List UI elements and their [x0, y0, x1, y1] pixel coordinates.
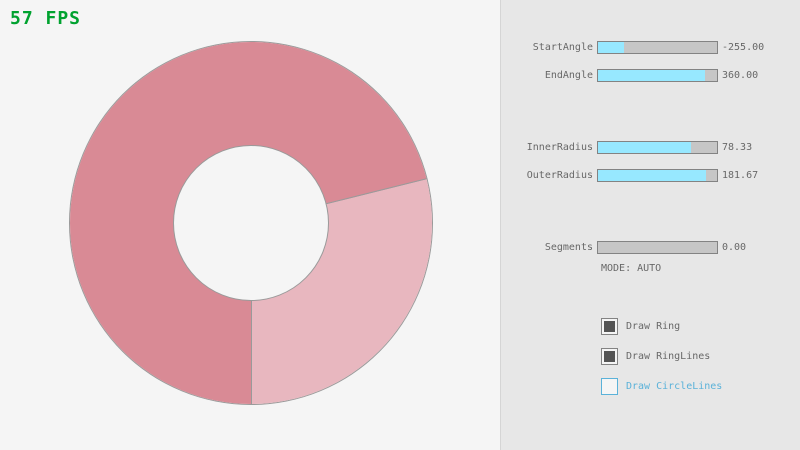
checkbox-box[interactable] [601, 378, 618, 395]
slider-track[interactable] [597, 241, 718, 254]
slider-label: OuterRadius [526, 170, 593, 181]
slider-value: 181.67 [722, 170, 759, 181]
checkbox-label: Draw RingLines [626, 351, 711, 362]
slider-track[interactable] [597, 169, 718, 182]
checkbox-label: Draw CircleLines [626, 381, 723, 392]
slider-value: 78.33 [722, 142, 753, 153]
mode-indicator: MODE: AUTO [601, 263, 662, 274]
checkbox-draw-circlelines[interactable]: Draw CircleLines [601, 378, 800, 395]
slider-fill [598, 42, 624, 53]
checkmark [604, 351, 615, 362]
slider-row-segments: Segments 0.00 [501, 241, 800, 254]
slider-row-endangle: EndAngle 360.00 [501, 69, 800, 82]
slider-fill [598, 170, 707, 181]
slider-label: Segments [544, 242, 593, 253]
checkbox-box[interactable] [601, 318, 618, 335]
controls-panel: StartAngle -255.00 EndAngle 360.00 Inner… [500, 0, 800, 450]
slider-fill [598, 142, 692, 153]
slider-fill [598, 70, 706, 81]
slider-track[interactable] [597, 141, 718, 154]
checkbox-draw-ringlines[interactable]: Draw RingLines [601, 348, 800, 365]
slider-row-outerradius: OuterRadius 181.67 [501, 169, 800, 182]
ring-sector-line [251, 223, 252, 404]
slider-label: InnerRadius [526, 142, 593, 153]
slider-track[interactable] [597, 69, 718, 82]
slider-label: EndAngle [544, 70, 593, 81]
slider-row-startangle: StartAngle -255.00 [501, 41, 800, 54]
slider-row-innerradius: InnerRadius 78.33 [501, 141, 800, 154]
fps-counter: 57 FPS [10, 8, 82, 29]
checkmark [604, 321, 615, 332]
checkbox-draw-ring[interactable]: Draw Ring [601, 318, 800, 335]
slider-label: StartAngle [532, 42, 593, 53]
checkbox-label: Draw Ring [626, 321, 681, 332]
slider-track[interactable] [597, 41, 718, 54]
slider-value: -255.00 [722, 42, 765, 53]
slider-value: 360.00 [722, 70, 759, 81]
slider-value: 0.00 [722, 242, 747, 253]
drawing-canvas: 57 FPS [10, 8, 432, 404]
checkbox-box[interactable] [601, 348, 618, 365]
